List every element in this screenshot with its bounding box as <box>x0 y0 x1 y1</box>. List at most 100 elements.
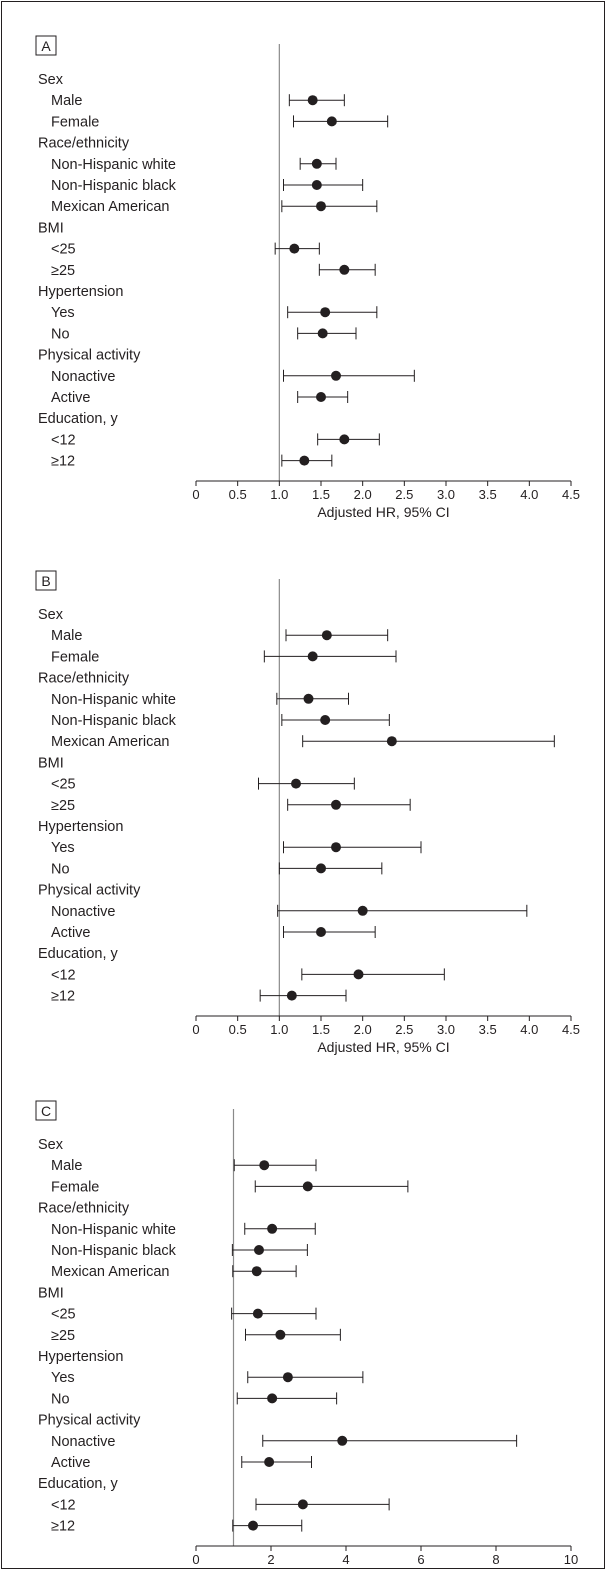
x-tick-label: 4.0 <box>520 1022 538 1037</box>
hr-point <box>331 842 341 853</box>
row-label: <12 <box>51 432 76 448</box>
hr-point <box>316 201 326 212</box>
hr-point <box>307 651 318 662</box>
hr-point <box>386 736 397 747</box>
hr-point <box>259 1160 270 1171</box>
row-label: ≥12 <box>51 454 75 470</box>
hr-point <box>267 1393 278 1404</box>
hr-point <box>282 1372 293 1383</box>
panel-letter: A <box>41 38 51 54</box>
x-axis-title: Adjusted HR, 95% CI <box>317 1039 449 1055</box>
row-label: Female <box>51 114 99 130</box>
x-tick-label: 2 <box>267 1552 274 1567</box>
hr-point <box>326 116 337 127</box>
x-tick-label: 4 <box>342 1552 349 1567</box>
group-header: Education, y <box>38 1476 119 1492</box>
hr-point <box>337 1435 348 1446</box>
group-header: BMI <box>38 220 64 236</box>
row-label: <25 <box>51 242 76 258</box>
row-label: Male <box>51 93 82 109</box>
x-tick-label: 1.5 <box>312 1022 330 1037</box>
x-tick-label: 6 <box>417 1552 424 1567</box>
x-tick-label: 1.5 <box>312 487 330 502</box>
x-tick-label: 3.5 <box>479 487 497 502</box>
group-header: Sex <box>38 72 64 88</box>
hr-point <box>316 927 326 937</box>
x-tick-label: 4.5 <box>562 487 580 502</box>
row-label: ≥25 <box>51 798 75 814</box>
panel-letter-box <box>35 35 57 56</box>
row-label: No <box>51 326 70 342</box>
row-label: Non-Hispanic white <box>51 157 176 173</box>
row-label: <25 <box>51 777 76 793</box>
group-header: Race/ethnicity <box>38 671 130 687</box>
row-label: Non-Hispanic black <box>51 178 177 194</box>
row-label: <25 <box>51 1307 76 1323</box>
hr-point <box>339 434 350 445</box>
row-label: Yes <box>51 1370 75 1386</box>
hr-point <box>264 1457 275 1467</box>
x-tick-label: 1.0 <box>270 487 288 502</box>
x-tick-label: 10 <box>564 1552 578 1567</box>
hr-point <box>286 990 297 1001</box>
row-label: Nonactive <box>51 369 115 385</box>
x-tick-label: 4.5 <box>562 1022 580 1037</box>
row-label: ≥25 <box>51 263 75 279</box>
row-label: <12 <box>51 967 76 983</box>
hr-point <box>353 969 364 980</box>
hr-point <box>302 1181 313 1192</box>
row-label: No <box>51 1391 70 1407</box>
row-label: ≥25 <box>51 1328 75 1344</box>
group-header: Sex <box>38 607 64 623</box>
hr-point <box>307 95 318 106</box>
hr-point <box>311 180 322 190</box>
x-tick-label: 2.5 <box>395 487 413 502</box>
group-header: Physical activity <box>38 348 141 364</box>
hr-point <box>252 1308 263 1319</box>
row-label: Active <box>51 390 91 406</box>
panel-a: A Sex Male Female Race/ethnicity Non-Hispanic… <box>35 35 580 520</box>
x-tick-label: 0 <box>192 1552 199 1567</box>
panel-b: B Sex Male Female Race/ethnicity Non-Hispanic… <box>35 570 580 1055</box>
group-header: Race/ethnicity <box>38 136 130 152</box>
hr-point <box>339 264 350 275</box>
hr-point <box>357 905 368 916</box>
x-tick-label: 0.5 <box>229 487 247 502</box>
row-label: ≥12 <box>51 989 75 1005</box>
row-label: Nonactive <box>51 904 115 920</box>
x-axis-title: Adjusted HR, 95% CI <box>317 1569 449 1572</box>
group-header: Sex <box>38 1137 64 1153</box>
hr-point <box>297 1499 308 1510</box>
hr-point <box>267 1223 278 1234</box>
row-label: ≥12 <box>51 1519 75 1535</box>
hr-point <box>321 630 332 641</box>
hr-point <box>311 158 322 169</box>
row-label: Mexican American <box>51 734 169 750</box>
row-label: No <box>51 861 70 877</box>
group-header: Hypertension <box>38 819 123 835</box>
row-label: Active <box>51 1455 91 1471</box>
group-header: Education, y <box>38 411 119 427</box>
row-label: Non-Hispanic black <box>51 713 177 729</box>
hr-point <box>316 392 326 402</box>
hr-point <box>317 328 328 339</box>
row-label: Female <box>51 1179 99 1195</box>
row-label: Yes <box>51 840 75 856</box>
x-tick-label: 8 <box>492 1552 499 1567</box>
hr-point <box>275 1329 286 1340</box>
hr-point <box>299 455 310 466</box>
x-tick-label: 3.0 <box>437 1022 455 1037</box>
row-label: Mexican American <box>51 1264 169 1280</box>
panel-letter-box <box>35 570 57 591</box>
panel-letter: C <box>41 1103 51 1119</box>
hr-point <box>320 715 331 725</box>
group-header: Hypertension <box>38 1349 123 1365</box>
hr-point <box>331 799 341 810</box>
panel-letter: B <box>41 573 50 589</box>
x-axis-title: Adjusted HR, 95% CI <box>317 504 449 520</box>
row-label: Non-Hispanic black <box>51 1243 177 1259</box>
x-tick-label: 3.0 <box>437 487 455 502</box>
